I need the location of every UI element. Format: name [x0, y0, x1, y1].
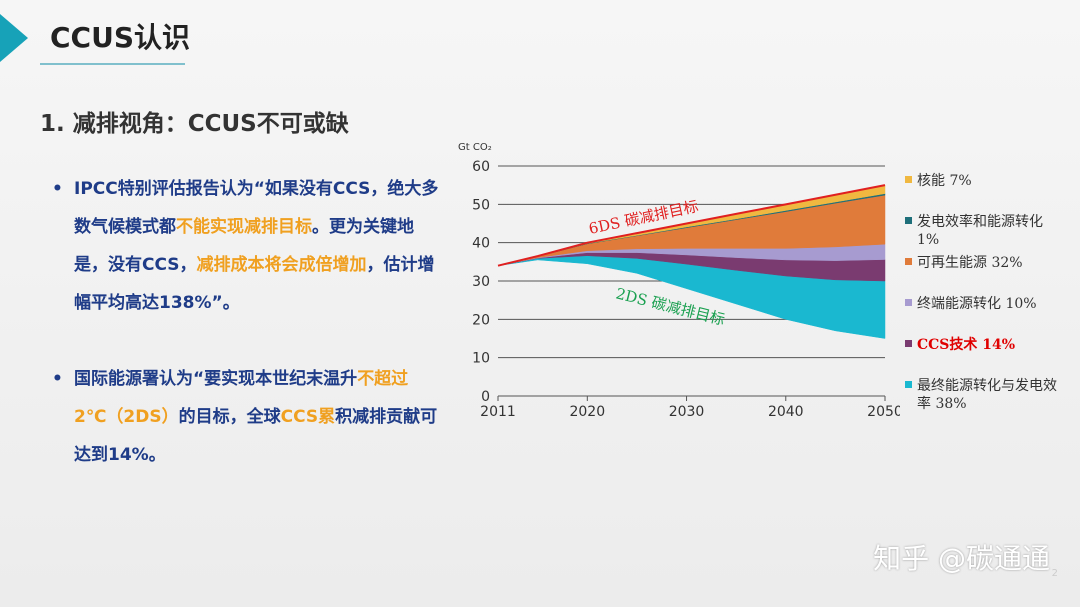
y-tick-label: 40 [472, 236, 490, 252]
bullet: 国际能源署认为“要实现本世纪末温升不超过2℃（2DS）的目标，全球CCS累积减排… [50, 360, 440, 474]
y-tick-label: 60 [472, 159, 490, 175]
legend-swatch [905, 176, 912, 183]
header-deco [0, 14, 185, 65]
legend-item: 终端能源转化 10% [905, 295, 1067, 313]
highlight-text: CCS累 [280, 407, 336, 427]
legend-label: CCS技术 14% [917, 337, 1016, 353]
subtitle: 1. 减排视角：CCUS不可或缺 [40, 111, 349, 137]
x-tick-label: 2030 [669, 404, 705, 420]
x-tick-label: 2011 [480, 404, 516, 420]
highlight-text: 不能实现减排目标 [176, 217, 312, 237]
y-axis-label: Gt CO₂ [458, 142, 492, 153]
legend-label: 最终能源转化与发电效率 38% [917, 378, 1057, 412]
text: 。更为关键地是，没有CCS， [74, 217, 414, 275]
legend-item: 最终能源转化与发电效率 38% [905, 377, 1067, 413]
page-number: 2 [1051, 568, 1058, 579]
legend-label: 核能 7% [917, 173, 972, 189]
watermark: 知乎 @碳通通 [873, 542, 1050, 575]
legend-swatch [905, 340, 912, 347]
highlight-text: 减排成本将会成倍增加 [196, 255, 367, 275]
legend-item: 可再生能源 32% [905, 254, 1067, 272]
legend-swatch [905, 381, 912, 388]
highlight-text: 不超过2℃（2DS） [74, 369, 409, 427]
y-tick-label: 50 [472, 197, 490, 213]
x-tick-label: 2020 [569, 404, 605, 420]
slide-title: CCUS认识 [50, 21, 191, 54]
y-tick-label: 30 [472, 274, 490, 290]
y-tick-label: 0 [481, 389, 490, 405]
legend-label: 终端能源转化 10% [917, 296, 1037, 312]
x-tick-label: 2050 [867, 404, 900, 420]
legend-swatch [905, 299, 912, 306]
pathway-line [497, 184, 886, 267]
legend-label: 发电效率和能源转化 1% [917, 214, 1043, 248]
text: 积减排贡献可达到14%。 [74, 407, 438, 465]
text: ，估计增幅平均高达138%”。 [74, 255, 435, 313]
legend-item: 核能 7% [905, 172, 1067, 190]
legend-item: CCS技术 14% [905, 336, 1067, 354]
legend-item: 发电效率和能源转化 1% [905, 213, 1067, 249]
bullet: IPCC特别评估报告认为“如果没有CCS，绝大多数气候模式都不能实现减排目标。更… [50, 170, 440, 322]
x-tick-label: 2040 [768, 404, 804, 420]
legend-swatch [905, 258, 912, 265]
text: 国际能源署认为“要实现本世纪末温升 [74, 369, 358, 389]
legend-swatch [905, 217, 912, 224]
legend-label: 可再生能源 32% [917, 255, 1023, 271]
y-tick-label: 20 [472, 312, 490, 328]
y-tick-label: 10 [472, 351, 490, 367]
text: 的目标，全球 [178, 407, 281, 427]
text: IPCC特别评估报告认为“如果没有CCS，绝大多数气候模式都 [74, 179, 439, 237]
